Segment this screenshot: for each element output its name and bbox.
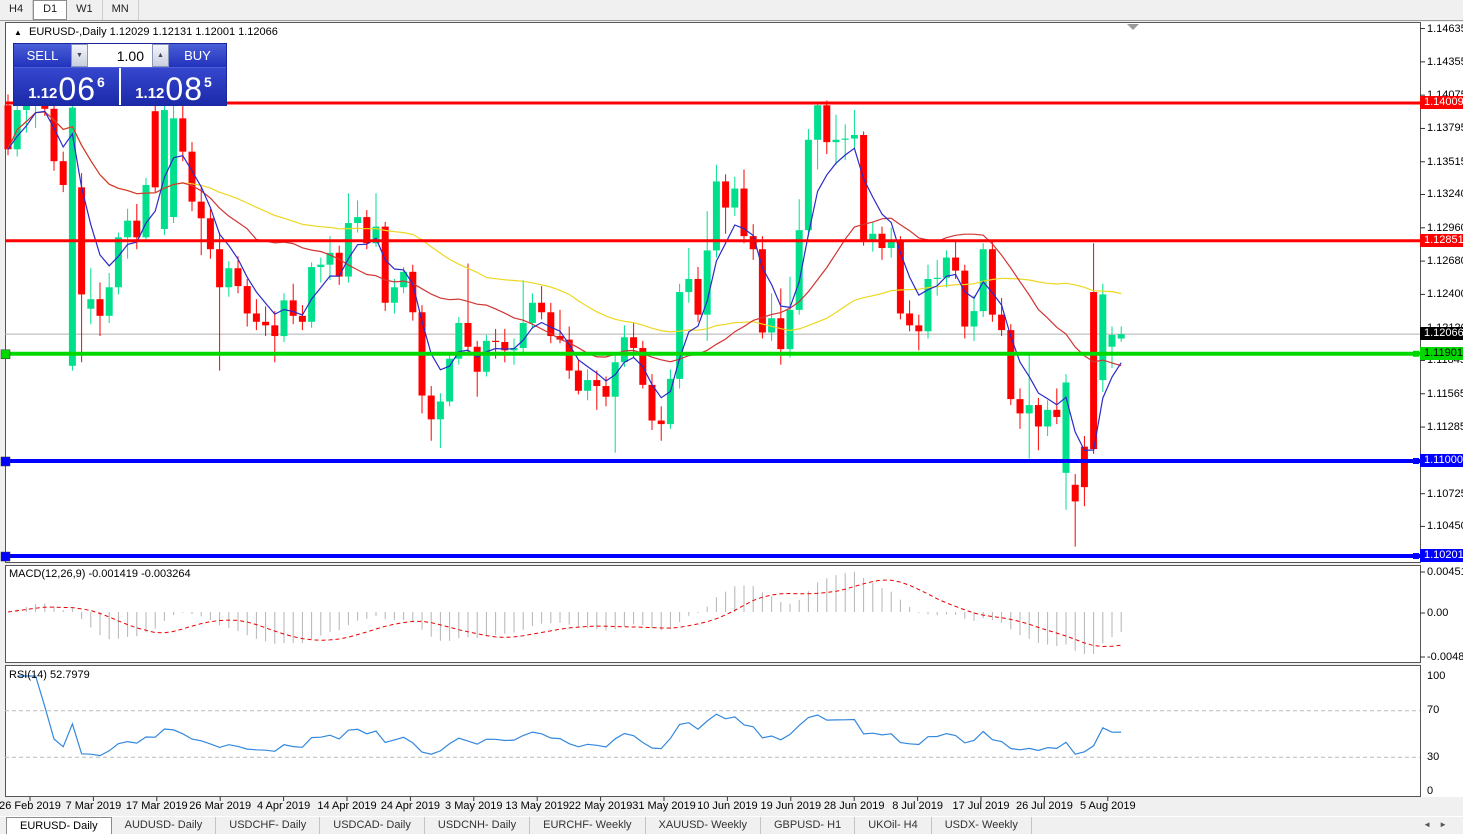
- tab-ukoil[interactable]: UKOil- H4: [855, 817, 932, 834]
- buy-button[interactable]: BUY: [169, 44, 226, 67]
- rsi-scale-label: 0: [1427, 785, 1434, 797]
- buy-price-pip: 5: [204, 74, 212, 90]
- rsi-scale-label: 30: [1427, 751, 1440, 763]
- macd-panel: [5, 565, 1421, 663]
- price-tick-label: 1.11565: [1427, 387, 1463, 400]
- buy-price-big: 08: [165, 71, 203, 107]
- tab-scroll-buttons: ◄►: [1423, 820, 1455, 829]
- tab-usdcnh[interactable]: USDCNH- Daily: [425, 817, 531, 834]
- macd-scale-label: 0.004517: [1427, 566, 1463, 578]
- tab-eurusd[interactable]: EURUSD- Daily: [6, 817, 112, 834]
- volume-increase-button[interactable]: ▲: [152, 44, 169, 67]
- symbol-name: EURUSD-,Daily: [28, 26, 107, 38]
- price-badge: 1.12066: [1420, 327, 1463, 341]
- rsi-scale-label: 70: [1427, 704, 1440, 716]
- sell-price-big: 06: [58, 71, 96, 107]
- price-tick-label: 1.13515: [1427, 155, 1463, 168]
- price-badge: 1.12851: [1420, 233, 1463, 247]
- macd-label: MACD(12,26,9) -0.001419 -0.003264: [9, 568, 191, 580]
- time-axis-label: 14 Apr 2019: [317, 800, 377, 812]
- price-tick-label: 1.10450: [1427, 520, 1463, 533]
- one-click-trading-panel: SELL ▼ 1.00 ▲ BUY 1.12 06 6 1.12 08 5: [13, 43, 227, 106]
- sell-price-pip: 6: [97, 74, 105, 90]
- tab-audusd[interactable]: AUDUSD- Daily: [112, 817, 217, 834]
- time-axis-label: 4 Apr 2019: [256, 800, 311, 812]
- price-scale-column: [1421, 22, 1463, 797]
- symbol-header: ▲ EURUSD-,Daily 1.12029 1.12131 1.12001 …: [14, 26, 278, 38]
- price-tick-label: 1.11285: [1427, 421, 1463, 434]
- buy-price-prefix: 1.12: [135, 85, 165, 102]
- tab-usdchf[interactable]: USDCHF- Daily: [216, 817, 321, 834]
- time-axis-label: 10 Jun 2019: [697, 800, 758, 812]
- tab-usdcad[interactable]: USDCAD- Daily: [320, 817, 425, 834]
- time-axis-label: 19 Jun 2019: [760, 800, 822, 812]
- tab-scroll-right-icon[interactable]: ►: [1439, 820, 1455, 829]
- price-tick-label: 1.13240: [1427, 188, 1463, 201]
- time-axis-label: 7 Mar 2019: [65, 800, 122, 812]
- time-axis-label: 8 Jul 2019: [892, 800, 943, 812]
- tab-scroll-left-icon[interactable]: ◄: [1423, 820, 1440, 829]
- price-tick-label: 1.14635: [1427, 22, 1463, 35]
- tab-usdx[interactable]: USDX- Weekly: [932, 817, 1032, 834]
- timeframe-button-d1[interactable]: D1: [33, 0, 68, 20]
- time-axis-label: 17 Jul 2019: [952, 800, 1010, 812]
- time-axis-label: 13 May 2019: [505, 800, 569, 812]
- time-axis-label: 22 May 2019: [568, 800, 633, 812]
- timeframe-button-w1[interactable]: W1: [67, 0, 103, 20]
- price-badge: 1.11901: [1420, 346, 1463, 360]
- rsi-label: RSI(14) 52.7979: [9, 669, 90, 681]
- price-badge: 1.10201: [1420, 549, 1463, 563]
- timeframe-button-mn[interactable]: MN: [103, 0, 139, 20]
- price-chart-panel: [5, 22, 1421, 563]
- rsi-panel: [5, 665, 1421, 797]
- price-tick-label: 1.14355: [1427, 55, 1463, 68]
- time-axis-label: 26 Feb 2019: [0, 800, 61, 812]
- price-tick-label: 1.12680: [1427, 255, 1463, 268]
- timeframe-button-h4[interactable]: H4: [0, 0, 34, 20]
- price-tick-label: 1.12400: [1427, 288, 1463, 301]
- price-badge: 1.14009: [1420, 96, 1463, 109]
- collapse-icon[interactable]: ▲: [14, 28, 22, 37]
- sell-price-prefix: 1.12: [28, 85, 58, 102]
- time-axis-label: 5 Aug 2019: [1079, 800, 1136, 812]
- arrow-up-icon: ▲: [157, 52, 164, 59]
- macd-scale-label: 0.00: [1427, 607, 1449, 619]
- tab-xauusd[interactable]: XAUUSD- Weekly: [646, 817, 761, 834]
- rsi-scale-label: 100: [1427, 670, 1446, 682]
- time-axis-label: 31 May 2019: [632, 800, 696, 812]
- time-axis-label: 17 Mar 2019: [125, 800, 188, 812]
- price-badge: 1.11000: [1420, 453, 1463, 467]
- arrow-down-icon: ▼: [76, 52, 83, 59]
- symbol-ohlc-values: 1.12029 1.12131 1.12001 1.12066: [109, 26, 278, 38]
- timeframe-toolbar: H4 D1 W1 MN: [0, 0, 1463, 21]
- price-tick-label: 1.13795: [1427, 122, 1463, 135]
- volume-decrease-button[interactable]: ▼: [71, 44, 88, 67]
- time-axis-label: 3 May 2019: [445, 800, 503, 812]
- price-tick-label: 1.10725: [1427, 487, 1463, 500]
- macd-scale-label: -0.004806: [1427, 651, 1463, 663]
- time-axis-label: 24 Apr 2019: [380, 800, 441, 812]
- chart-tab-bar: EURUSD- Daily AUDUSD- Daily USDCHF- Daily U…: [0, 816, 1463, 834]
- tab-gbpusd[interactable]: GBPUSD- H1: [761, 817, 856, 834]
- sell-price-display[interactable]: 1.12 06 6: [14, 68, 119, 105]
- price-tick-label: 1.12960: [1427, 221, 1463, 234]
- buy-price-display[interactable]: 1.12 08 5: [119, 68, 226, 105]
- time-axis-label: 26 Jul 2019: [1015, 800, 1073, 812]
- sell-button[interactable]: SELL: [14, 44, 71, 67]
- time-axis-label: 26 Mar 2019: [189, 800, 252, 812]
- volume-input[interactable]: 1.00: [88, 44, 152, 67]
- time-axis-label: 28 Jun 2019: [823, 800, 885, 812]
- tab-eurchf[interactable]: EURCHF- Weekly: [530, 817, 646, 834]
